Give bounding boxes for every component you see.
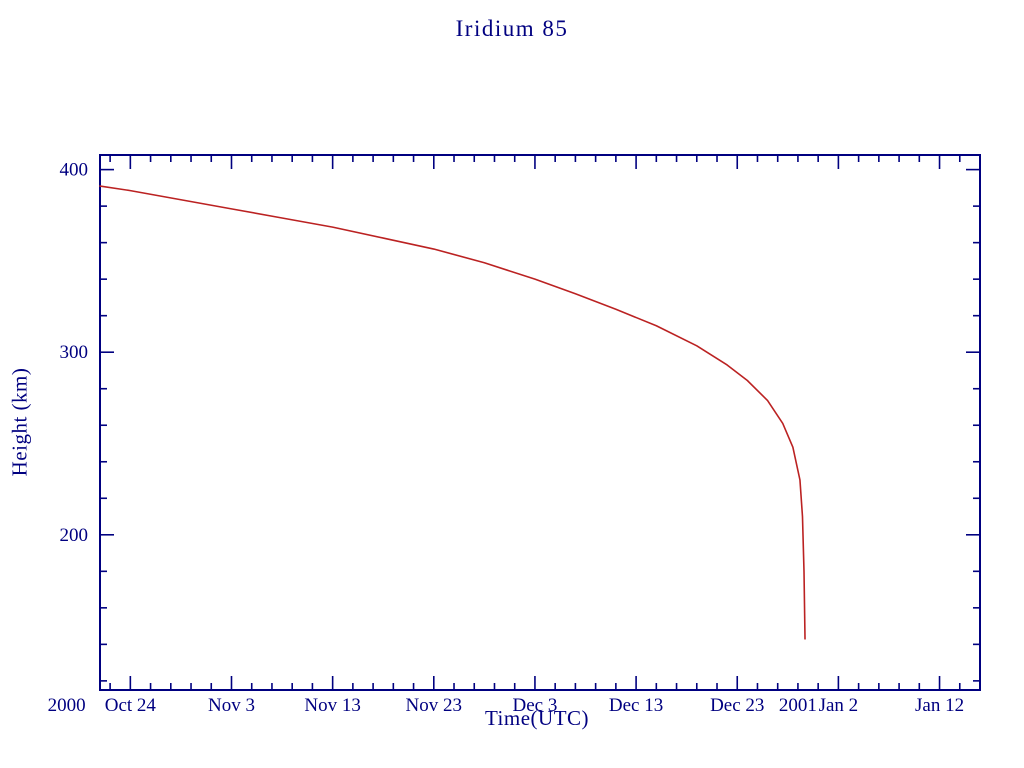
y-tick-label: 300 <box>60 342 89 363</box>
x-tick-label: Dec 3 <box>513 695 558 716</box>
chart-title: Iridium 85 <box>455 16 569 41</box>
y-tick-label: 400 <box>60 160 89 181</box>
x-tick-label: Oct 24 <box>105 695 157 716</box>
x-tick-label: Nov 23 <box>406 695 462 716</box>
plot-frame <box>99 154 981 691</box>
x-tick-label: Dec 13 <box>609 695 663 716</box>
x-tick-label: Nov 13 <box>304 695 360 716</box>
x-tick-label: Jan 12 <box>915 695 964 716</box>
x-year-label: 2000 <box>48 695 86 716</box>
x-year-label: 2001 <box>779 695 817 716</box>
x-tick-label: Nov 3 <box>208 695 255 716</box>
x-axis-title: Time(UTC) <box>484 706 590 730</box>
height-curve <box>99 185 806 640</box>
y-tick-label: 200 <box>60 525 89 546</box>
x-tick-label: Dec 23 <box>710 695 764 716</box>
x-tick-label: Jan 2 <box>819 695 859 716</box>
